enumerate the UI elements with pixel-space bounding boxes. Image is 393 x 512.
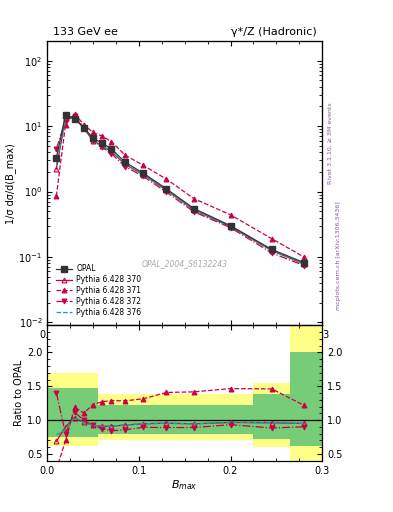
Pythia 6.428 370 — [228, 224, 233, 230]
OPAL — [109, 146, 114, 152]
Text: mcplots.cern.ch [arXiv:1306.3436]: mcplots.cern.ch [arXiv:1306.3436] — [336, 202, 341, 310]
Pythia 6.428 371 — [54, 193, 59, 199]
Pythia 6.428 370 — [123, 161, 127, 167]
OPAL — [100, 140, 105, 146]
Pythia 6.428 376 — [81, 125, 86, 132]
Pythia 6.428 370 — [91, 138, 95, 144]
Pythia 6.428 372 — [141, 174, 146, 180]
Pythia 6.428 376 — [141, 172, 146, 178]
Pythia 6.428 376 — [301, 261, 306, 267]
Pythia 6.428 371 — [100, 133, 105, 139]
Pythia 6.428 372 — [100, 144, 105, 150]
Text: OPAL_2004_S6132243: OPAL_2004_S6132243 — [142, 260, 228, 268]
Pythia 6.428 376 — [191, 207, 196, 213]
Pythia 6.428 376 — [54, 162, 59, 168]
Pythia 6.428 370 — [63, 115, 68, 121]
OPAL — [81, 124, 86, 131]
Line: Pythia 6.428 376: Pythia 6.428 376 — [56, 118, 304, 264]
Pythia 6.428 376 — [270, 247, 274, 253]
Pythia 6.428 372 — [72, 113, 77, 119]
Pythia 6.428 371 — [109, 138, 114, 144]
OPAL — [63, 112, 68, 118]
Line: Pythia 6.428 370: Pythia 6.428 370 — [54, 115, 307, 266]
Pythia 6.428 371 — [228, 212, 233, 218]
Pythia 6.428 371 — [301, 254, 306, 260]
Pythia 6.428 372 — [63, 118, 68, 124]
Pythia 6.428 376 — [228, 224, 233, 230]
Pythia 6.428 376 — [63, 116, 68, 122]
X-axis label: $B_{max}$: $B_{max}$ — [171, 478, 198, 492]
Pythia 6.428 371 — [63, 122, 68, 128]
Pythia 6.428 372 — [301, 263, 306, 269]
OPAL — [72, 116, 77, 122]
Text: Rivet 3.1.10, ≥ 3M events: Rivet 3.1.10, ≥ 3M events — [328, 102, 333, 184]
Pythia 6.428 372 — [91, 138, 95, 144]
Pythia 6.428 370 — [109, 148, 114, 155]
Pythia 6.428 370 — [164, 187, 169, 193]
Pythia 6.428 372 — [270, 250, 274, 256]
Pythia 6.428 370 — [54, 166, 59, 172]
OPAL — [141, 170, 146, 176]
Line: Pythia 6.428 372: Pythia 6.428 372 — [54, 113, 307, 268]
Pythia 6.428 372 — [228, 225, 233, 231]
OPAL — [123, 159, 127, 165]
OPAL — [270, 246, 274, 252]
Pythia 6.428 370 — [100, 143, 105, 149]
Pythia 6.428 376 — [72, 115, 77, 121]
OPAL — [54, 155, 59, 161]
Pythia 6.428 370 — [81, 125, 86, 132]
Line: Pythia 6.428 371: Pythia 6.428 371 — [54, 111, 307, 260]
Line: OPAL: OPAL — [53, 112, 307, 265]
Pythia 6.428 371 — [191, 196, 196, 202]
Pythia 6.428 372 — [123, 163, 127, 169]
Text: γ*/Z (Hadronic): γ*/Z (Hadronic) — [231, 27, 317, 37]
Pythia 6.428 376 — [164, 187, 169, 193]
Pythia 6.428 376 — [91, 138, 95, 144]
Pythia 6.428 371 — [164, 176, 169, 182]
Pythia 6.428 376 — [109, 148, 114, 155]
Pythia 6.428 376 — [100, 143, 105, 149]
Pythia 6.428 371 — [123, 152, 127, 158]
Pythia 6.428 372 — [81, 124, 86, 131]
Text: 133 GeV ee: 133 GeV ee — [53, 27, 118, 37]
Pythia 6.428 372 — [54, 146, 59, 152]
OPAL — [301, 260, 306, 266]
Legend: OPAL, Pythia 6.428 370, Pythia 6.428 371, Pythia 6.428 372, Pythia 6.428 376: OPAL, Pythia 6.428 370, Pythia 6.428 371… — [53, 262, 143, 319]
Pythia 6.428 371 — [91, 130, 95, 136]
Pythia 6.428 371 — [270, 236, 274, 242]
OPAL — [191, 205, 196, 211]
Pythia 6.428 376 — [123, 161, 127, 167]
OPAL — [91, 135, 95, 141]
Pythia 6.428 372 — [109, 151, 114, 157]
Pythia 6.428 370 — [141, 172, 146, 178]
OPAL — [228, 223, 233, 229]
Pythia 6.428 371 — [72, 111, 77, 117]
Pythia 6.428 372 — [164, 189, 169, 195]
Y-axis label: 1/σ dσ/d(B_max): 1/σ dσ/d(B_max) — [5, 143, 16, 224]
OPAL — [164, 186, 169, 192]
Pythia 6.428 371 — [81, 122, 86, 128]
Pythia 6.428 371 — [141, 162, 146, 168]
Y-axis label: Ratio to OPAL: Ratio to OPAL — [14, 360, 24, 426]
Pythia 6.428 370 — [191, 207, 196, 213]
Pythia 6.428 370 — [301, 261, 306, 267]
Pythia 6.428 370 — [72, 115, 77, 121]
Pythia 6.428 370 — [270, 247, 274, 253]
Pythia 6.428 372 — [191, 209, 196, 215]
